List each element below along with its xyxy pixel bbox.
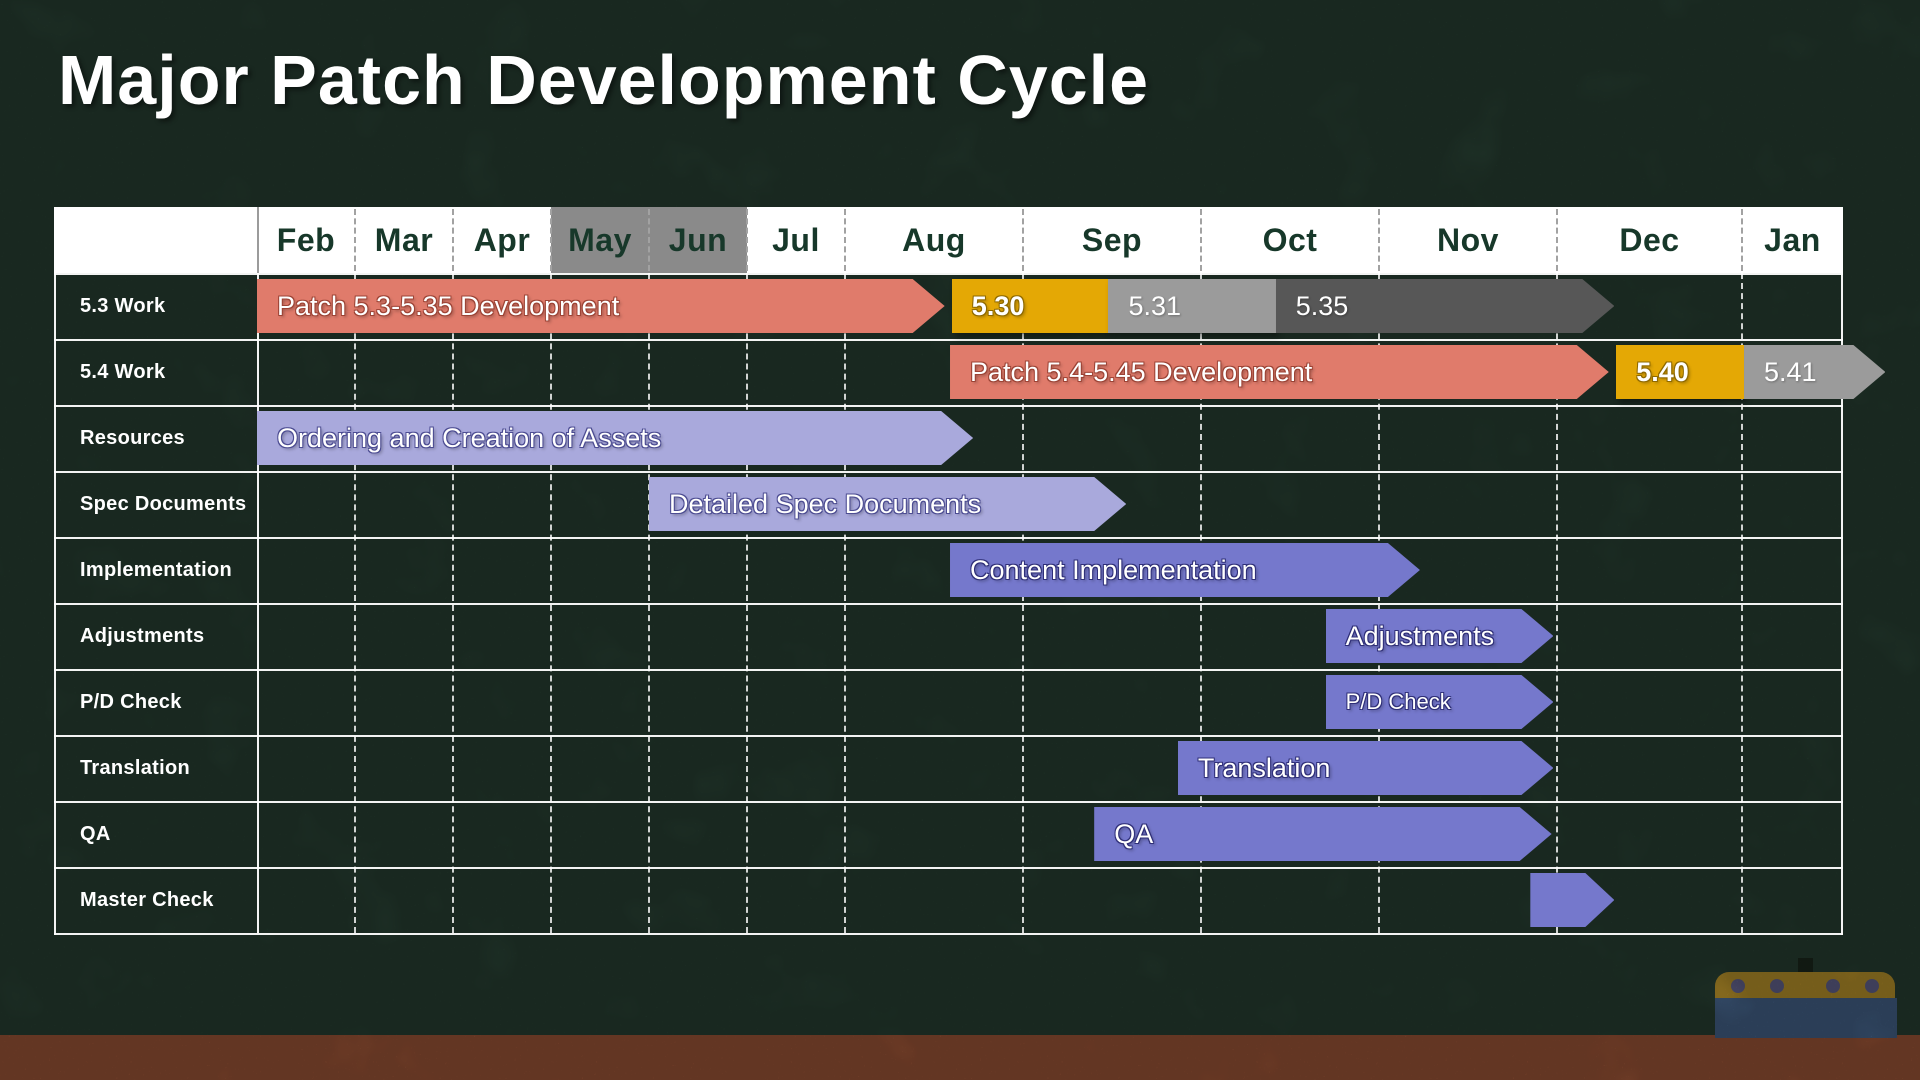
row-label: QA (80, 822, 111, 845)
row-separator (54, 405, 1843, 407)
gantt-bar: 5.41 (1744, 345, 1885, 399)
header-bottom-border (54, 273, 1843, 275)
gantt-bar-label: 5.35 (1295, 290, 1349, 321)
month-header: Oct (1262, 221, 1318, 258)
row-separator (54, 339, 1843, 341)
gantt-bar (1530, 873, 1614, 927)
gantt-bar-label: QA (1114, 818, 1154, 849)
month-header: Dec (1619, 221, 1680, 258)
row-label: Resources (80, 426, 185, 449)
gantt-bar: 5.30 (951, 279, 1109, 333)
row-label: 5.4 Work (80, 360, 166, 383)
table-bottom-border (54, 933, 1843, 935)
row-label: Translation (80, 756, 190, 779)
gantt-bar-label: P/D Check (1345, 689, 1451, 714)
gantt-bar: Patch 5.4-5.45 Development (950, 345, 1609, 399)
gantt-bar: Adjustments (1326, 609, 1554, 663)
gantt-bar-label: 5.41 (1764, 356, 1817, 387)
month-header: Nov (1437, 221, 1499, 258)
header-month-divider (1022, 209, 1024, 271)
header-month-divider (844, 209, 846, 271)
month-header: Jan (1764, 221, 1821, 258)
header-month-divider (550, 209, 552, 271)
gantt-bar-label: Translation (1197, 752, 1331, 783)
row-separator (54, 801, 1843, 803)
month-header: Sep (1081, 221, 1143, 258)
row-separator (54, 669, 1843, 671)
gantt-bar: QA (1094, 807, 1551, 861)
header-month-divider (648, 209, 650, 271)
month-header: Aug (902, 221, 966, 258)
header-month-divider (452, 209, 454, 271)
header-month-divider (354, 209, 356, 271)
header-month-divider (1556, 209, 1558, 271)
row-label: Adjustments (80, 624, 205, 647)
gantt-bar-label: Content Implementation (970, 554, 1257, 585)
month-header: Apr (473, 221, 531, 258)
row-separator (54, 471, 1843, 473)
row-separator (54, 735, 1843, 737)
gantt-bar: 5.40 (1616, 345, 1744, 399)
month-header: Feb (276, 221, 336, 258)
row-separator (54, 867, 1843, 869)
table-right-border (1841, 207, 1843, 935)
month-header: Jul (772, 221, 820, 258)
gantt-bar-label: 5.40 (1636, 356, 1689, 387)
gantt-bar: Content Implementation (950, 543, 1420, 597)
row-separator (54, 537, 1843, 539)
gantt-bar-label: Adjustments (1345, 620, 1495, 651)
row-label: P/D Check (80, 690, 182, 713)
month-header: Mar (374, 221, 434, 258)
gantt-bar: 5.31 (1108, 279, 1276, 333)
gantt-bar: Translation (1178, 741, 1554, 795)
gantt-bar-label: 5.30 (971, 290, 1025, 321)
row-separator (54, 603, 1843, 605)
row-label: Spec Documents (80, 492, 247, 515)
row-label: Implementation (80, 558, 232, 581)
row-label: Master Check (80, 888, 214, 911)
gantt-bar: Patch 5.3-5.35 Development (257, 279, 945, 333)
gantt-bar-label: Patch 5.3-5.35 Development (277, 290, 620, 321)
header-month-divider (746, 209, 748, 271)
month-header: May (568, 221, 632, 258)
gantt-bar-label: Detailed Spec Documents (669, 488, 982, 519)
header-month-divider (1378, 209, 1380, 271)
header-month-divider (1741, 209, 1743, 271)
gantt-bar-label: 5.31 (1128, 290, 1181, 321)
gantt-bar: P/D Check (1326, 675, 1554, 729)
gantt-bar: Detailed Spec Documents (649, 477, 1126, 531)
gantt-bar-label: Ordering and Creation of Assets (277, 422, 662, 453)
header-month-divider (1200, 209, 1202, 271)
header-label-divider (257, 207, 259, 273)
month-header: Jun (668, 221, 728, 258)
gantt-bar: Ordering and Creation of Assets (257, 411, 973, 465)
row-label: 5.3 Work (80, 294, 166, 317)
gantt-bar-label: Patch 5.4-5.45 Development (970, 356, 1313, 387)
gantt-bar: 5.35 (1276, 279, 1615, 333)
